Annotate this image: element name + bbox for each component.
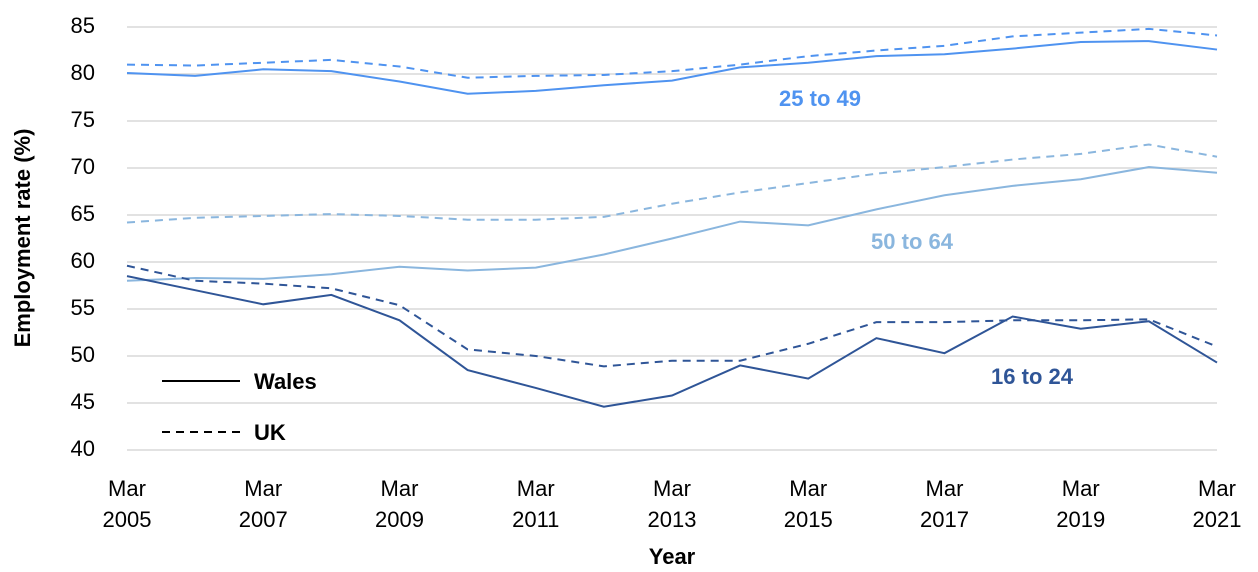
y-tick-label: 85 [71,13,95,38]
series-line [126,166,1218,282]
y-tick-label: 55 [71,295,95,320]
y-tick-label: 40 [71,436,95,461]
series-label: 25 to 49 [779,86,861,111]
x-tick-label: Mar 2015 [783,476,833,532]
x-tick-label: Mar 2005 [102,476,152,532]
y-tick-label: 65 [71,201,95,226]
series-line [126,264,1218,368]
x-tick-label: Mar 2009 [375,476,424,532]
legend-label: UK [254,420,286,445]
y-tick-label: 45 [71,389,95,414]
x-tick-label: Mar 2017 [920,476,969,532]
series-line [126,143,1218,224]
series-line [126,275,1218,408]
series-line [126,40,1218,95]
x-tick-label: Mar 2007 [238,476,288,532]
x-axis-label: Year [649,544,696,569]
y-tick-label: 80 [71,60,95,85]
y-axis-label: Employment rate (%) [10,129,35,348]
x-tick-label: Mar 2011 [512,476,560,532]
x-tick-label: Mar 2013 [647,476,697,532]
x-tick-label: Mar 2021 [1192,476,1242,532]
series-line [126,27,1218,79]
series-label: 50 to 64 [871,229,954,254]
x-tick-label: Mar 2019 [1056,476,1106,532]
y-tick-label: 50 [71,342,95,367]
legend-label: Wales [254,369,317,394]
y-tick-label: 60 [71,248,95,273]
y-tick-label: 70 [71,154,95,179]
series-label: 16 to 24 [991,364,1074,389]
y-tick-label: 75 [71,107,95,132]
